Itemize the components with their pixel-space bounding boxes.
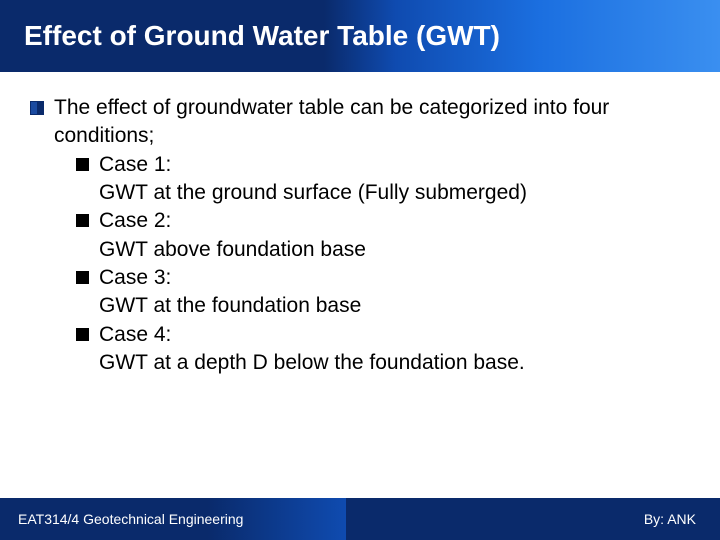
- footer-right: By: ANK: [346, 498, 720, 540]
- square-bullet-icon: [76, 158, 89, 171]
- list-item: Case 4:: [76, 321, 690, 349]
- case-description: GWT at the ground surface (Fully submerg…: [76, 179, 690, 207]
- case-label: Case 3:: [99, 264, 690, 292]
- slide-body: The effect of groundwater table can be c…: [0, 72, 720, 377]
- list-item: Case 1:: [76, 151, 690, 179]
- slide: Effect of Ground Water Table (GWT) The e…: [0, 0, 720, 540]
- intro-text: The effect of groundwater table can be c…: [54, 94, 690, 151]
- title-bar: Effect of Ground Water Table (GWT): [0, 0, 720, 72]
- case-description: GWT at a depth D below the foundation ba…: [76, 349, 690, 377]
- square-bullet-icon: [30, 101, 44, 115]
- case-description: GWT above foundation base: [76, 236, 690, 264]
- slide-title: Effect of Ground Water Table (GWT): [24, 20, 500, 52]
- cases-list: Case 1: GWT at the ground surface (Fully…: [30, 151, 690, 378]
- intro-item: The effect of groundwater table can be c…: [30, 94, 690, 151]
- square-bullet-icon: [76, 271, 89, 284]
- case-label: Case 2:: [99, 207, 690, 235]
- case-description: GWT at the foundation base: [76, 292, 690, 320]
- case-label: Case 1:: [99, 151, 690, 179]
- case-label: Case 4:: [99, 321, 690, 349]
- footer-left: EAT314/4 Geotechnical Engineering: [0, 498, 346, 540]
- footer: EAT314/4 Geotechnical Engineering By: AN…: [0, 498, 720, 540]
- square-bullet-icon: [76, 328, 89, 341]
- square-bullet-icon: [76, 214, 89, 227]
- list-item: Case 2:: [76, 207, 690, 235]
- list-item: Case 3:: [76, 264, 690, 292]
